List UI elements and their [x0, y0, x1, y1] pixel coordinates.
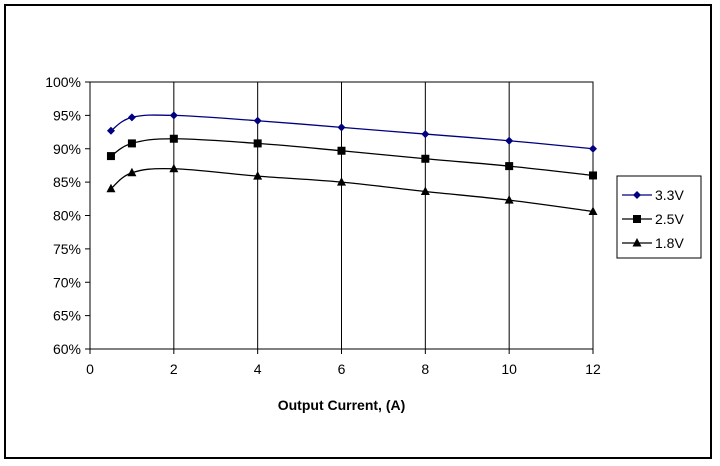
- series-line: [110, 167, 594, 213]
- legend-item: 2.5V: [622, 211, 684, 227]
- data-point-diamond: [169, 111, 178, 120]
- y-tick-label: 65%: [53, 308, 81, 324]
- legend-marker-triangle: [632, 238, 642, 247]
- data-point-square: [127, 139, 136, 148]
- data-point-square: [106, 152, 115, 161]
- x-tick-label: 10: [501, 361, 517, 377]
- data-point-triangle: [588, 206, 598, 215]
- data-point-square: [505, 162, 514, 171]
- legend-marker-square: [633, 215, 641, 223]
- series-2.5V: [106, 134, 597, 180]
- data-point-square: [589, 171, 597, 180]
- grid-layer: [173, 82, 510, 349]
- data-point-square: [169, 134, 178, 143]
- y-tick-label: 75%: [53, 241, 81, 257]
- data-point-diamond: [337, 123, 346, 132]
- y-tick-label: 80%: [53, 208, 81, 224]
- legend-item: 1.8V: [622, 235, 684, 251]
- data-point-triangle: [504, 195, 514, 204]
- y-tick-label: 95%: [53, 107, 81, 123]
- legend-label: 3.3V: [655, 187, 684, 203]
- legend-label: 1.8V: [655, 235, 684, 251]
- series-layer: [106, 111, 598, 215]
- data-point-triangle: [253, 171, 263, 180]
- data-point-square: [337, 146, 346, 155]
- legend-item: 3.3V: [622, 187, 684, 203]
- data-point-diamond: [106, 126, 115, 135]
- series-line: [110, 138, 594, 177]
- y-tick-label: 85%: [53, 174, 81, 190]
- y-tick-label: 60%: [53, 341, 81, 357]
- data-point-diamond: [127, 113, 136, 122]
- data-point-triangle: [420, 186, 430, 195]
- legend-box: [616, 175, 702, 259]
- series-line: [110, 114, 594, 150]
- data-point-diamond: [253, 116, 262, 125]
- data-point-diamond: [421, 130, 430, 139]
- data-point-square: [253, 139, 262, 148]
- chart-frame: [4, 4, 712, 459]
- y-tick-label: 90%: [53, 141, 81, 157]
- data-point-triangle: [106, 183, 116, 193]
- x-tick-label: 4: [254, 361, 262, 377]
- legend: 3.3V 2.5V 1.8V: [616, 175, 702, 259]
- data-point-square: [421, 154, 430, 163]
- x-tick-label: 12: [585, 361, 601, 377]
- x-tick-label: 0: [86, 361, 94, 377]
- x-tick-label: 6: [338, 361, 346, 377]
- x-axis-title: Output Current, (A): [278, 397, 406, 413]
- series-1.8V: [106, 163, 598, 215]
- data-point-triangle: [169, 163, 179, 173]
- legend-marker-diamond: [633, 191, 641, 199]
- series-3.3V: [106, 111, 597, 153]
- legend-label: 2.5V: [655, 211, 684, 227]
- data-point-diamond: [589, 144, 597, 153]
- y-tick-label: 100%: [45, 74, 81, 90]
- x-axis-ticks: 0 2 4 6 8 10 12: [86, 349, 601, 377]
- data-point-diamond: [505, 136, 514, 145]
- x-tick-label: 8: [421, 361, 429, 377]
- data-point-triangle: [337, 177, 346, 186]
- data-point-triangle: [127, 167, 137, 177]
- y-tick-label: 70%: [53, 274, 81, 290]
- y-axis-ticks: 60% 65% 70% 75% 80% 85% 90% 95% 100%: [45, 74, 90, 357]
- x-tick-label: 2: [170, 361, 178, 377]
